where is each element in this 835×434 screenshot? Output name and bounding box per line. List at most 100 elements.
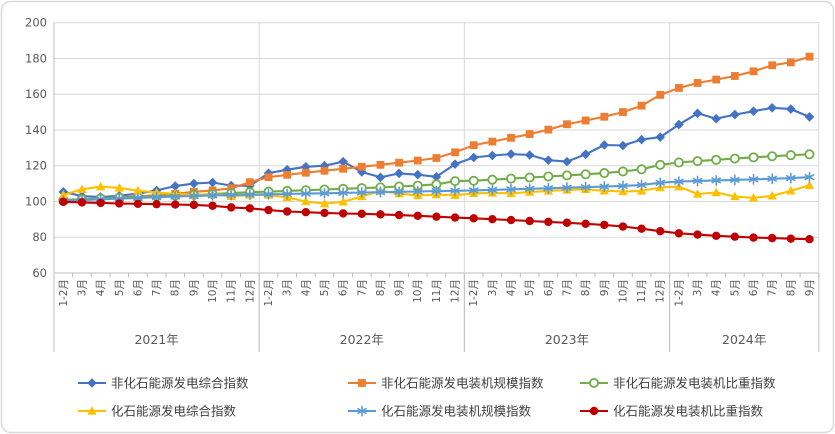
x-axis-month-label: 6月 xyxy=(338,279,350,296)
y-axis: 200 180 160 140 120 100 80 60 xyxy=(25,16,47,280)
y-axis-tick-label: 120 xyxy=(25,159,47,173)
data-point-marker xyxy=(804,149,815,160)
data-point-marker xyxy=(748,106,759,116)
data-point-marker xyxy=(525,130,534,138)
x-axis-month-label: 5月 xyxy=(319,279,331,296)
data-point-marker xyxy=(450,159,460,169)
data-point-marker xyxy=(338,196,348,206)
legend-marker-diamond-icon xyxy=(87,378,97,388)
legend-item-5: 化石能源发电装机比重指数 xyxy=(580,404,764,419)
data-point-marker xyxy=(656,91,665,99)
data-point-marker xyxy=(58,190,69,199)
x-axis-month-label: 10月 xyxy=(412,279,424,303)
data-point-marker xyxy=(674,119,684,130)
data-point-marker xyxy=(804,112,815,122)
data-point-marker xyxy=(730,232,740,241)
data-point-marker xyxy=(488,214,497,224)
data-point-marker xyxy=(319,198,330,208)
x-axis-month-label: 9月 xyxy=(599,279,611,296)
y-axis-tick-label: 100 xyxy=(25,194,47,208)
data-point-marker xyxy=(395,158,403,167)
legend-item-1: 非化石能源发电装机规模指数 xyxy=(348,376,544,391)
data-point-marker xyxy=(487,174,498,185)
data-point-marker xyxy=(711,187,721,197)
data-point-marker xyxy=(77,198,87,207)
x-axis-month-label: 3月 xyxy=(487,279,499,296)
x-axis-month-label: 11月 xyxy=(226,279,238,303)
data-point-marker xyxy=(636,134,647,145)
data-point-marker xyxy=(487,150,498,161)
data-point-marker xyxy=(805,235,814,244)
data-point-marker xyxy=(524,172,535,183)
data-point-marker xyxy=(95,181,106,191)
data-point-marker xyxy=(786,104,796,114)
data-point-marker xyxy=(208,201,217,210)
x-axis-month-label: 1-2月 xyxy=(263,279,275,307)
x-axis-month-label: 11月 xyxy=(636,279,648,303)
data-point-marker xyxy=(767,151,778,162)
x-axis-month-label: 7月 xyxy=(356,279,368,296)
legend-item-label: 非化石能源发电装机规模指数 xyxy=(381,376,544,391)
data-point-marker xyxy=(133,185,143,195)
data-point-marker xyxy=(189,178,199,189)
data-point-marker xyxy=(338,209,348,218)
data-point-marker xyxy=(282,207,292,216)
data-point-marker xyxy=(413,156,422,165)
data-point-marker xyxy=(338,156,348,167)
data-point-marker xyxy=(469,141,478,150)
x-axis-month-label: 9月 xyxy=(188,279,200,296)
data-point-marker xyxy=(692,156,703,167)
data-point-marker xyxy=(263,168,274,179)
data-point-marker xyxy=(320,208,329,218)
data-point-marker xyxy=(580,149,591,160)
data-point-marker xyxy=(599,168,610,179)
data-point-marker xyxy=(637,101,646,110)
data-point-marker xyxy=(245,204,255,213)
x-axis-month-label: 5月 xyxy=(524,279,536,296)
x-axis-month-label: 4月 xyxy=(300,279,312,296)
data-point-marker xyxy=(525,216,534,226)
data-point-marker xyxy=(749,233,758,242)
data-point-marker xyxy=(636,164,647,175)
data-point-marker xyxy=(301,162,311,172)
x-axis-year-label: 2024年 xyxy=(722,332,766,347)
data-point-marker xyxy=(711,113,722,124)
data-point-marker xyxy=(619,108,627,116)
x-axis-year-label: 2021年 xyxy=(134,332,178,347)
data-point-marker xyxy=(804,180,815,190)
data-point-marker xyxy=(524,150,535,160)
data-point-marker xyxy=(376,160,385,169)
data-point-marker xyxy=(59,197,68,207)
data-point-marker xyxy=(170,181,181,191)
data-point-marker xyxy=(283,170,292,179)
data-point-marker xyxy=(320,166,329,175)
x-axis-month-label: 8月 xyxy=(580,279,592,296)
x-axis-month-label: 7月 xyxy=(767,279,779,296)
data-point-marker xyxy=(544,217,553,227)
data-point-marker xyxy=(207,177,218,188)
legend-item-4: 化石能源发电装机规模指数 xyxy=(348,404,532,419)
data-point-marker xyxy=(394,168,404,179)
data-point-marker xyxy=(749,67,758,76)
x-axis-month-label: 7月 xyxy=(151,279,163,296)
data-point-marker xyxy=(431,172,442,182)
data-point-marker xyxy=(189,200,199,210)
data-point-marker xyxy=(412,169,423,180)
data-point-marker xyxy=(413,211,422,220)
data-point-marker xyxy=(786,234,796,243)
data-point-marker xyxy=(357,209,366,219)
x-axis-month-label: 7月 xyxy=(561,279,573,296)
data-point-marker xyxy=(693,230,702,239)
legend-item-label: 非化石能源发电装机比重指数 xyxy=(613,376,776,391)
data-point-marker xyxy=(451,148,459,157)
legend-item-label: 化石能源发电综合指数 xyxy=(111,404,237,419)
data-point-marker xyxy=(730,109,740,120)
data-point-marker xyxy=(711,154,722,165)
x-axis-month-label: 9月 xyxy=(394,279,406,296)
data-point-marker xyxy=(673,157,684,168)
x-axis-month-label: 12月 xyxy=(450,279,462,303)
data-point-marker xyxy=(96,198,105,208)
data-point-marker xyxy=(767,233,777,243)
